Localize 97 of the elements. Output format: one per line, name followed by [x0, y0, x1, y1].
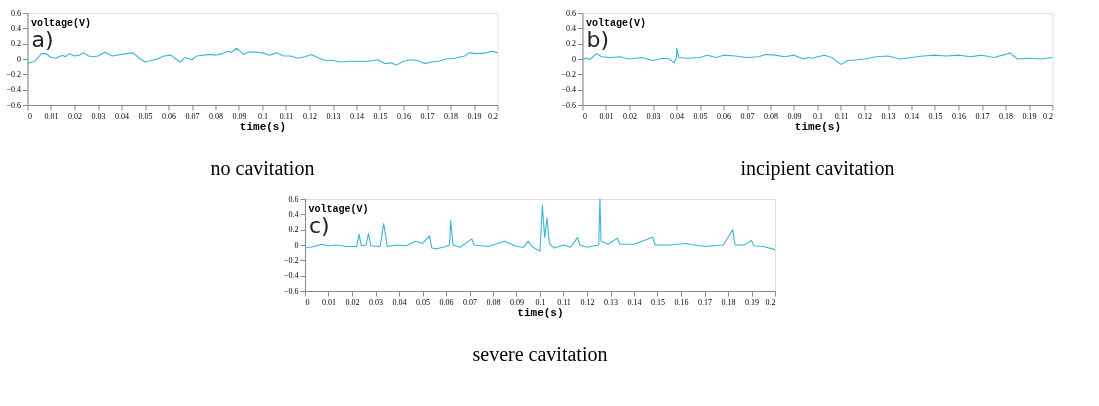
y-tick-label: −0.2 — [561, 69, 576, 79]
text: incipient cavitation — [740, 157, 895, 180]
x-tick-label: 0.11 — [557, 297, 571, 307]
x-tick-label: 0.15 — [650, 297, 665, 307]
y-tick-label: −0.2 — [6, 69, 21, 79]
annotation: b) — [586, 27, 610, 52]
x-tick-label: 0.2 — [487, 111, 498, 121]
x-tick-label: 0.11 — [279, 111, 294, 121]
y-tick-label: 0 — [16, 54, 21, 64]
x-tick-label: 0.04 — [114, 111, 129, 121]
x-tick-label: 0.19 — [1022, 111, 1037, 121]
x-tick-label: 0.06 — [716, 111, 731, 121]
x-tick-label: 0.02 — [67, 111, 82, 121]
y-tick-label: −0.6 — [561, 100, 576, 110]
y-tick-label: 0.4 — [288, 209, 299, 219]
y-tick-label: 0.2 — [10, 39, 21, 49]
x-tick-label: 0.17 — [420, 111, 435, 121]
x-tick-label: 0.2 — [765, 297, 776, 307]
y-axis-title: voltage(V) — [585, 17, 646, 29]
x-tick-label: 0.06 — [161, 111, 176, 121]
y-tick-label: 0.2 — [288, 225, 299, 235]
y-tick-label: 0.2 — [565, 39, 576, 49]
y-tick-label: −0.6 — [6, 100, 21, 110]
x-tick-label: 0.01 — [321, 297, 336, 307]
x-tick-label: 0.07 — [740, 111, 755, 121]
x-tick-label: 0.09 — [232, 111, 247, 121]
y-tick-label: −0.6 — [283, 286, 299, 296]
x-axis-title: time(s) — [794, 120, 842, 133]
x-tick-label: 0 — [582, 111, 587, 121]
annotation: c) — [308, 213, 330, 238]
y-axis-title: voltage(V) — [308, 203, 369, 215]
x-tick-label: 0.11 — [834, 111, 849, 121]
x-tick-label: 0.19 — [467, 111, 482, 121]
line-series — [304, 198, 776, 252]
x-tick-label: 0.15 — [928, 111, 943, 121]
x-tick-label: 0.12 — [302, 111, 317, 121]
x-tick-label: 0.13 — [881, 111, 896, 121]
x-tick-label: 0.08 — [486, 297, 501, 307]
x-tick-label: 0.13 — [603, 297, 618, 307]
y-tick-label: −0.2 — [283, 255, 299, 265]
x-tick-label: 0.16 — [951, 111, 966, 121]
x-tick-label: 0.02 — [622, 111, 637, 121]
x-tick-label: 0.17 — [697, 297, 712, 307]
x-tick-label: 0 — [305, 297, 310, 307]
x-tick-label: 0.03 — [368, 297, 383, 307]
x-tick-label: 0.2 — [1042, 111, 1053, 121]
x-tick-label: 0.05 — [415, 297, 430, 307]
x-tick-label: 0.18 — [721, 297, 736, 307]
x-tick-label: 0.04 — [392, 297, 407, 307]
x-tick-label: 0.09 — [509, 297, 524, 307]
x-axis-title: time(s) — [239, 120, 287, 133]
text: severe cavitation — [472, 343, 608, 365]
x-tick-label: 0.13 — [326, 111, 341, 121]
x-tick-label: 0.12 — [580, 297, 595, 307]
x-tick-label: 0.14 — [349, 111, 364, 121]
x-tick-label: 0.1 — [812, 111, 823, 121]
x-tick-label: 0.07 — [462, 297, 477, 307]
x-axis-title: time(s) — [517, 306, 564, 319]
x-tick-label: 0 — [27, 111, 32, 121]
x-tick-label: 0.18 — [998, 111, 1013, 121]
x-tick-label: 0.12 — [857, 111, 872, 121]
y-tick-label: 0.4 — [565, 23, 576, 33]
x-tick-label: 0.1 — [257, 111, 268, 121]
x-tick-label: 0.09 — [787, 111, 802, 121]
x-tick-label: 0.14 — [904, 111, 919, 121]
x-tick-label: 0.19 — [744, 297, 759, 307]
y-tick-label: 0.4 — [10, 23, 21, 33]
x-tick-label: 0.18 — [443, 111, 458, 121]
x-tick-label: 0.03 — [91, 111, 106, 121]
x-tick-label: 0.1 — [535, 297, 546, 307]
y-tick-label: −0.4 — [561, 85, 576, 95]
y-tick-label: −0.4 — [6, 85, 21, 95]
x-tick-label: 0.04 — [669, 111, 684, 121]
y-tick-label: 0.6 — [10, 8, 21, 18]
text: no cavitation — [210, 157, 315, 179]
x-tick-label: 0.05 — [138, 111, 153, 121]
x-tick-label: 0.16 — [396, 111, 411, 121]
x-tick-label: 0.06 — [439, 297, 454, 307]
x-tick-label: 0.15 — [373, 111, 388, 121]
y-tick-label: 0 — [571, 54, 576, 64]
y-tick-label: 0.6 — [288, 194, 299, 204]
x-tick-label: 0.05 — [693, 111, 708, 121]
x-tick-label: 0.08 — [208, 111, 223, 121]
x-tick-label: 0.01 — [599, 111, 614, 121]
x-tick-label: 0.08 — [763, 111, 778, 121]
y-tick-label: 0.6 — [565, 8, 576, 18]
y-tick-label: 0 — [294, 240, 299, 250]
x-tick-label: 0.17 — [975, 111, 990, 121]
x-tick-label: 0.01 — [44, 111, 59, 121]
x-tick-label: 0.07 — [185, 111, 200, 121]
y-axis-title: voltage(V) — [30, 17, 91, 29]
y-tick-label: −0.4 — [283, 271, 299, 281]
x-tick-label: 0.16 — [674, 297, 689, 307]
annotation: a) — [31, 27, 54, 52]
x-tick-label: 0.14 — [627, 297, 642, 307]
x-tick-label: 0.02 — [345, 297, 360, 307]
x-tick-label: 0.03 — [646, 111, 661, 121]
